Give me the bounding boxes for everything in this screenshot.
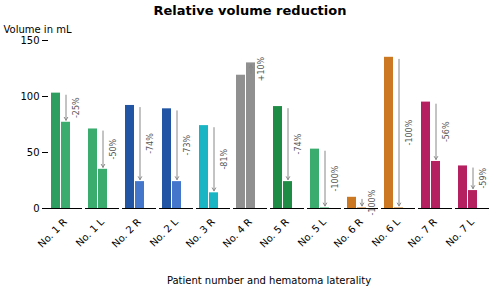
svg-text:-74%: -74% bbox=[294, 133, 303, 154]
svg-text:No. 5 R: No. 5 R bbox=[258, 216, 291, 249]
svg-text:No. 3 R: No. 3 R bbox=[184, 216, 217, 249]
svg-text:-50%: -50% bbox=[109, 138, 118, 159]
svg-text:-25%: -25% bbox=[72, 97, 81, 118]
svg-text:No. 6 L: No. 6 L bbox=[370, 216, 403, 249]
svg-text:100: 100 bbox=[20, 91, 39, 102]
svg-text:-56%: -56% bbox=[442, 121, 451, 142]
svg-text:-100%: -100% bbox=[368, 189, 377, 215]
svg-text:Patient number and hematoma la: Patient number and hematoma laterality bbox=[167, 275, 371, 286]
svg-text:-59%: -59% bbox=[479, 168, 488, 189]
svg-text:No. 2 L: No. 2 L bbox=[148, 216, 181, 249]
svg-text:No. 7 L: No. 7 L bbox=[444, 216, 477, 249]
svg-text:50: 50 bbox=[27, 147, 40, 158]
svg-text:-100%: -100% bbox=[405, 119, 414, 145]
svg-text:-73%: -73% bbox=[183, 134, 192, 155]
svg-text:Volume in mL: Volume in mL bbox=[4, 24, 72, 35]
svg-text:-74%: -74% bbox=[146, 133, 155, 154]
svg-text:No. 1 R: No. 1 R bbox=[36, 216, 69, 249]
svg-text:-100%: -100% bbox=[331, 165, 340, 191]
html-text:Relative volume reduction: Relative volume reduction bbox=[153, 3, 347, 18]
svg-text:-81%: -81% bbox=[220, 148, 229, 169]
svg-text:150: 150 bbox=[20, 35, 39, 46]
svg-text:+10%: +10% bbox=[257, 56, 266, 81]
svg-text:No. 6 R: No. 6 R bbox=[332, 216, 365, 249]
svg-text:No. 4 R: No. 4 R bbox=[221, 216, 254, 249]
svg-text:No. 5 L: No. 5 L bbox=[296, 216, 329, 249]
svg-text:No. 7 R: No. 7 R bbox=[406, 216, 439, 249]
svg-text:0: 0 bbox=[33, 203, 39, 214]
svg-text:No. 2 R: No. 2 R bbox=[110, 216, 143, 249]
svg-text:No. 1 L: No. 1 L bbox=[74, 216, 107, 249]
